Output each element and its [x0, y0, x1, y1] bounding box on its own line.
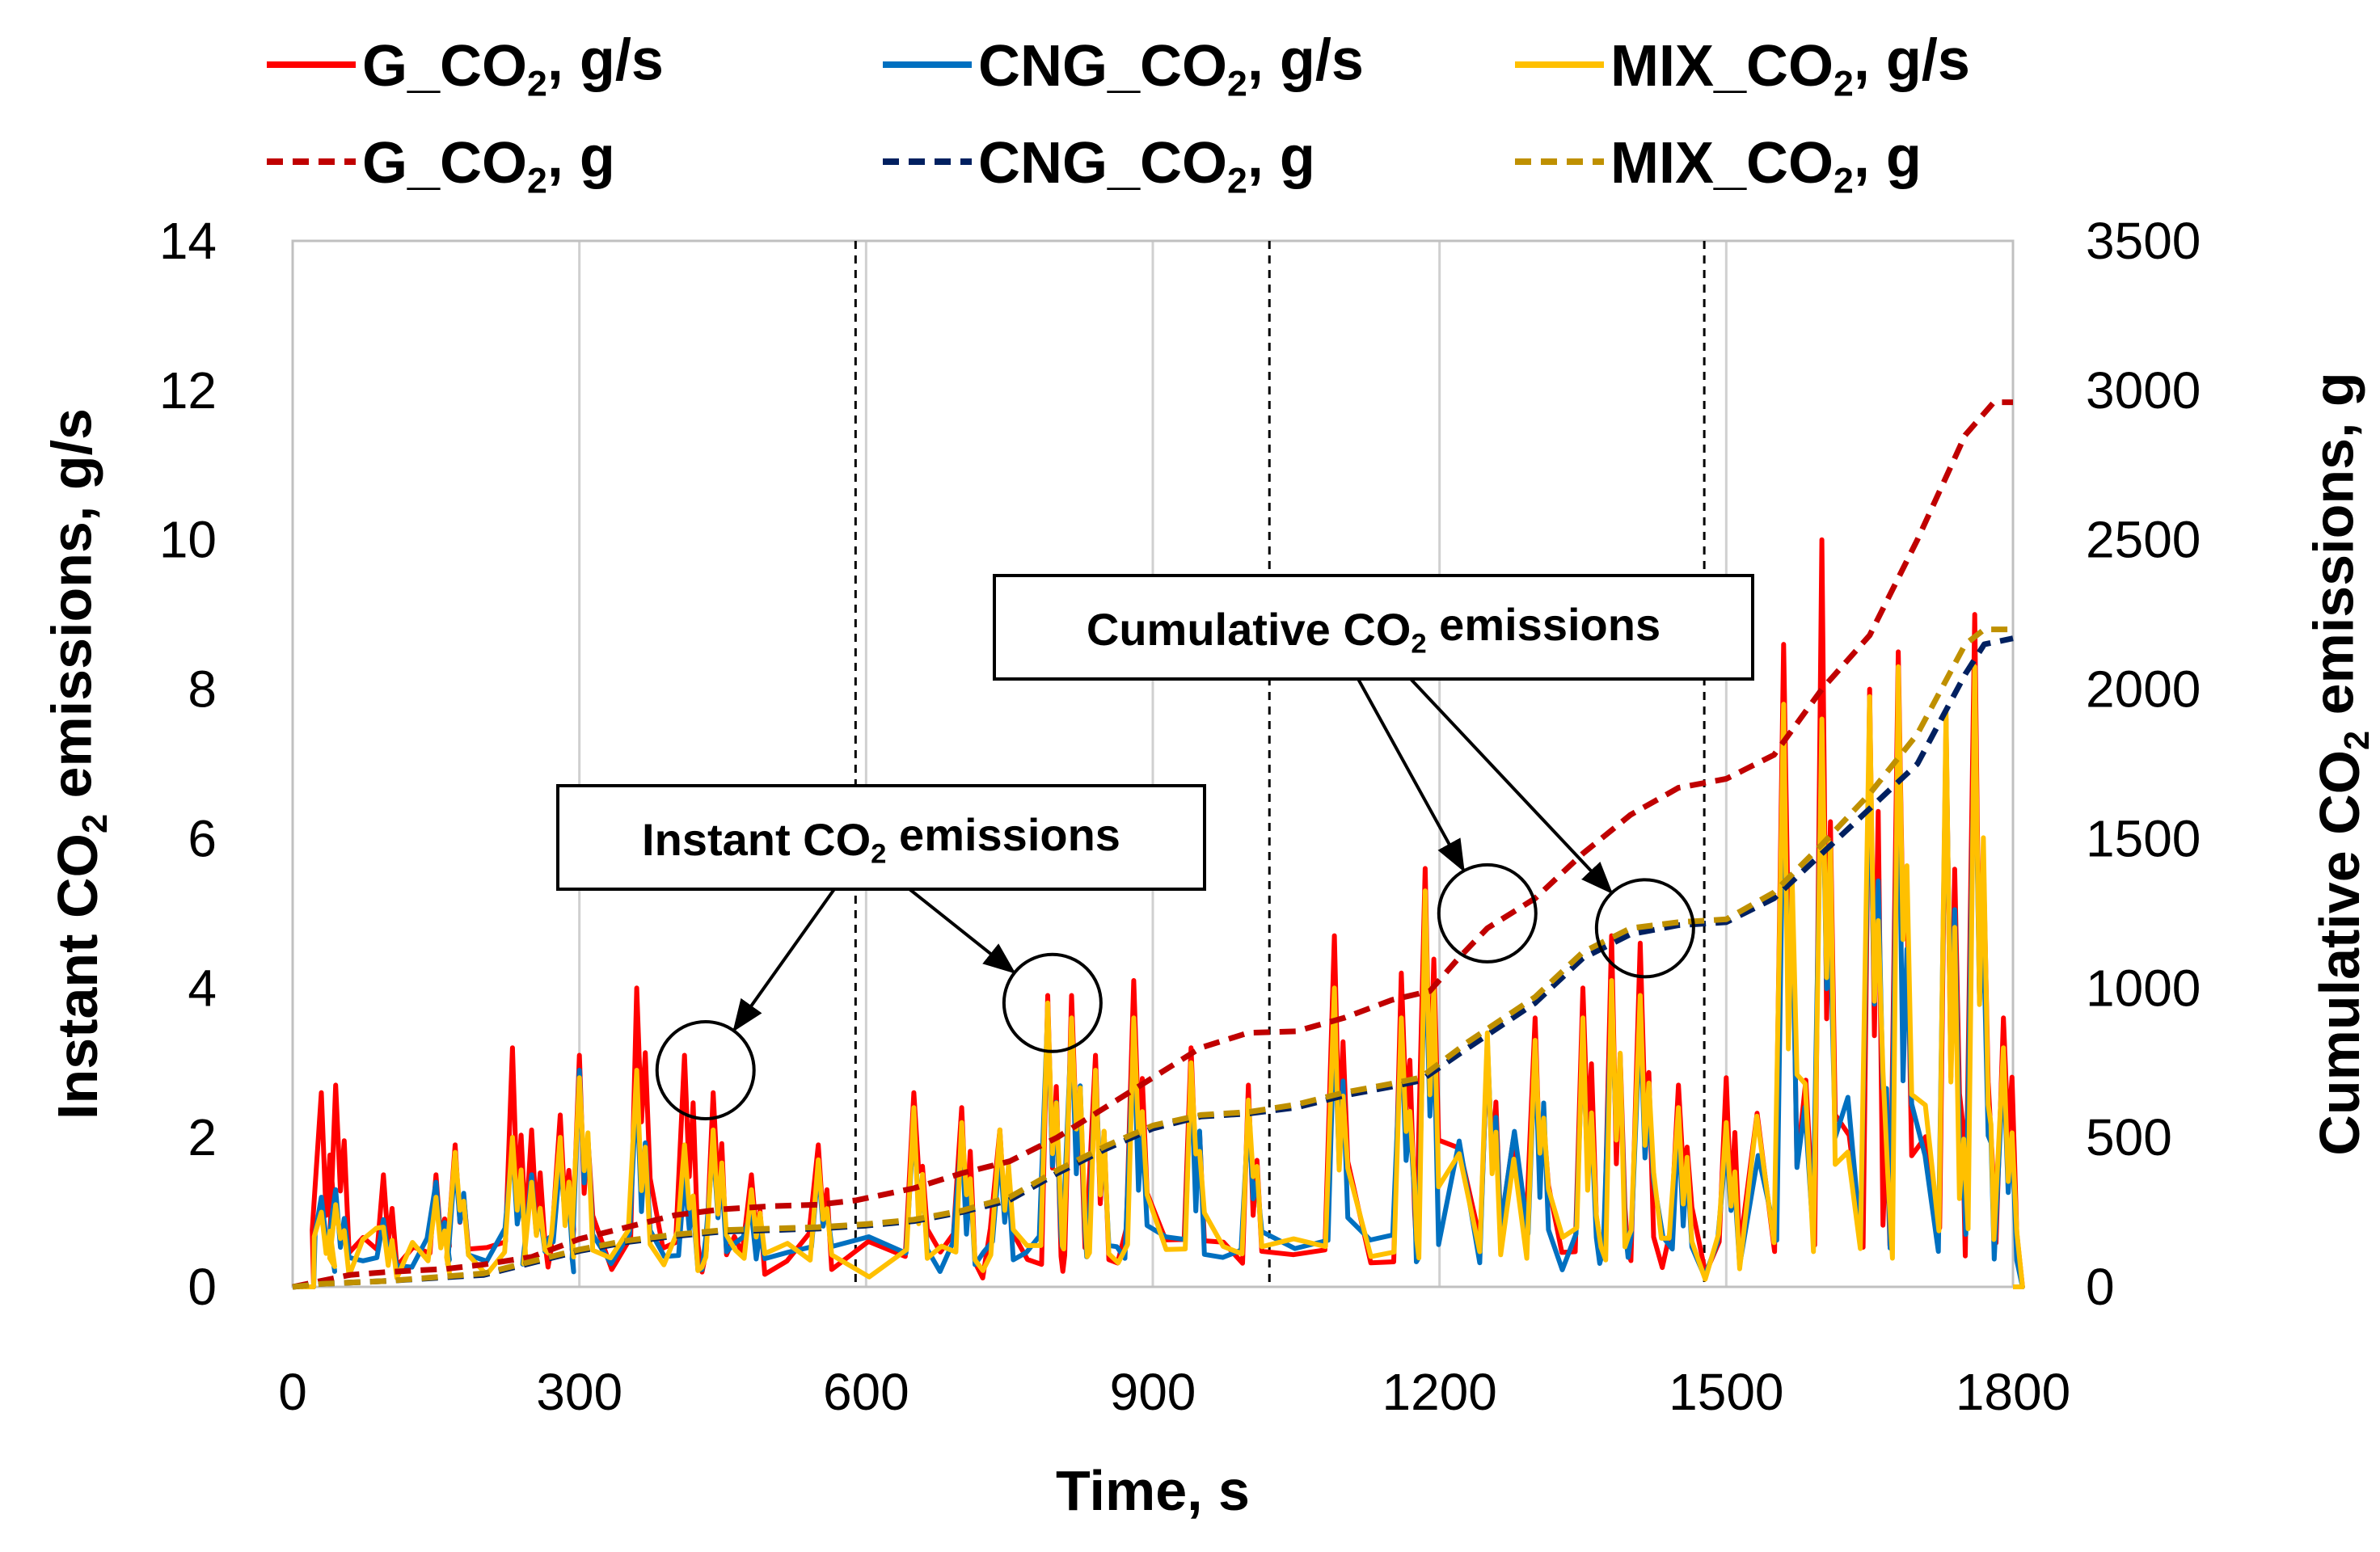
legend-label: MIX_CO2​, g	[1610, 124, 1922, 200]
legend-label: MIX_CO2​, g/s	[1610, 27, 1970, 103]
annotation-label: Instant CO2​ emissions	[642, 809, 1120, 870]
y-left-tick-label: 12	[159, 361, 217, 420]
x-axis-title: Time, s	[1056, 1459, 1250, 1522]
x-tick-label: 1200	[1382, 1363, 1496, 1421]
series-line-g-co2-g	[292, 399, 2013, 1290]
y-left-tick-label: 0	[188, 1258, 217, 1316]
legend-entry: G_CO2​, g/s	[267, 27, 664, 103]
x-tick-label: 600	[823, 1363, 909, 1421]
series-line-mix-co2-g-s	[293, 664, 2025, 1289]
x-tick-label: 1800	[1956, 1363, 2070, 1421]
x-tick-label: 300	[536, 1363, 622, 1421]
y-left-tick-label: 4	[188, 959, 217, 1017]
legend-label: CNG_CO2​, g	[978, 124, 1315, 200]
annotation-arrow	[1357, 678, 1465, 873]
legend-label: G_CO2​, g	[362, 124, 615, 200]
y-left-tick-label: 6	[188, 809, 217, 867]
y-left-tick-label: 2	[188, 1108, 217, 1166]
legend-label: G_CO2​, g/s	[362, 27, 664, 103]
y-right-tick-label: 500	[2086, 1108, 2172, 1166]
annotation-label: Cumulative CO2​ emissions	[1087, 599, 1661, 660]
annotation-arrow	[1409, 677, 1614, 895]
legend-entry: MIX_CO2​, g	[1515, 124, 1922, 200]
annotations: Instant CO2​ emissions Cumulative CO2​ em…	[556, 574, 1754, 1120]
legend-entry: MIX_CO2​, g/s	[1515, 27, 1970, 103]
axes: 0 300 600 900 1200 1500 1800 0 2 4 6 8 10 12 14 0 500 100…	[159, 212, 2201, 1421]
x-tick-label: 900	[1110, 1363, 1196, 1421]
y-right-tick-label: 3500	[2086, 212, 2201, 270]
annotation-box	[556, 784, 1206, 891]
cumulative-series-layer	[292, 399, 2014, 1290]
y-right-tick-label: 3000	[2086, 361, 2201, 420]
annotation-circle	[655, 1019, 756, 1120]
annotation-circle	[1594, 878, 1695, 979]
y-right-tick-label: 1000	[2086, 959, 2201, 1017]
y-right-tick-label: 2000	[2086, 660, 2201, 719]
x-tick-label: 0	[278, 1363, 307, 1421]
annotation-circle	[1437, 862, 1538, 964]
y-axis-left-title: Instant CO2​ emissions, g/s	[40, 408, 116, 1120]
legend: G_CO2​, g/s CNG_CO2​, g/s MIX_CO2​, g/s G_C…	[267, 27, 1970, 200]
y-left-tick-label: 14	[159, 212, 217, 270]
y-axis-right-title: Cumulative CO2​ emissions, g	[2302, 372, 2378, 1155]
x-tick-label: 1500	[1669, 1363, 1783, 1421]
legend-entry: CNG_CO2​, g/s	[883, 27, 1364, 103]
legend-entry: CNG_CO2​, g	[883, 124, 1315, 200]
annotation-circle	[1002, 952, 1103, 1053]
legend-entry: G_CO2​, g	[267, 124, 615, 200]
annotation-box	[993, 574, 1754, 681]
annotation-arrow	[732, 888, 836, 1032]
legend-label: CNG_CO2​, g/s	[978, 27, 1364, 103]
plot-area-frame	[291, 239, 2015, 1288]
annotation-arrow	[908, 888, 1016, 974]
y-left-tick-label: 10	[159, 511, 217, 569]
y-left-tick-label: 8	[188, 660, 217, 719]
y-right-tick-label: 2500	[2086, 511, 2201, 569]
series-line-mix-co2-g	[292, 626, 2013, 1290]
instant-series-layer	[293, 537, 2025, 1289]
y-right-tick-label: 1500	[2086, 809, 2201, 867]
y-right-tick-label: 0	[2086, 1258, 2115, 1316]
